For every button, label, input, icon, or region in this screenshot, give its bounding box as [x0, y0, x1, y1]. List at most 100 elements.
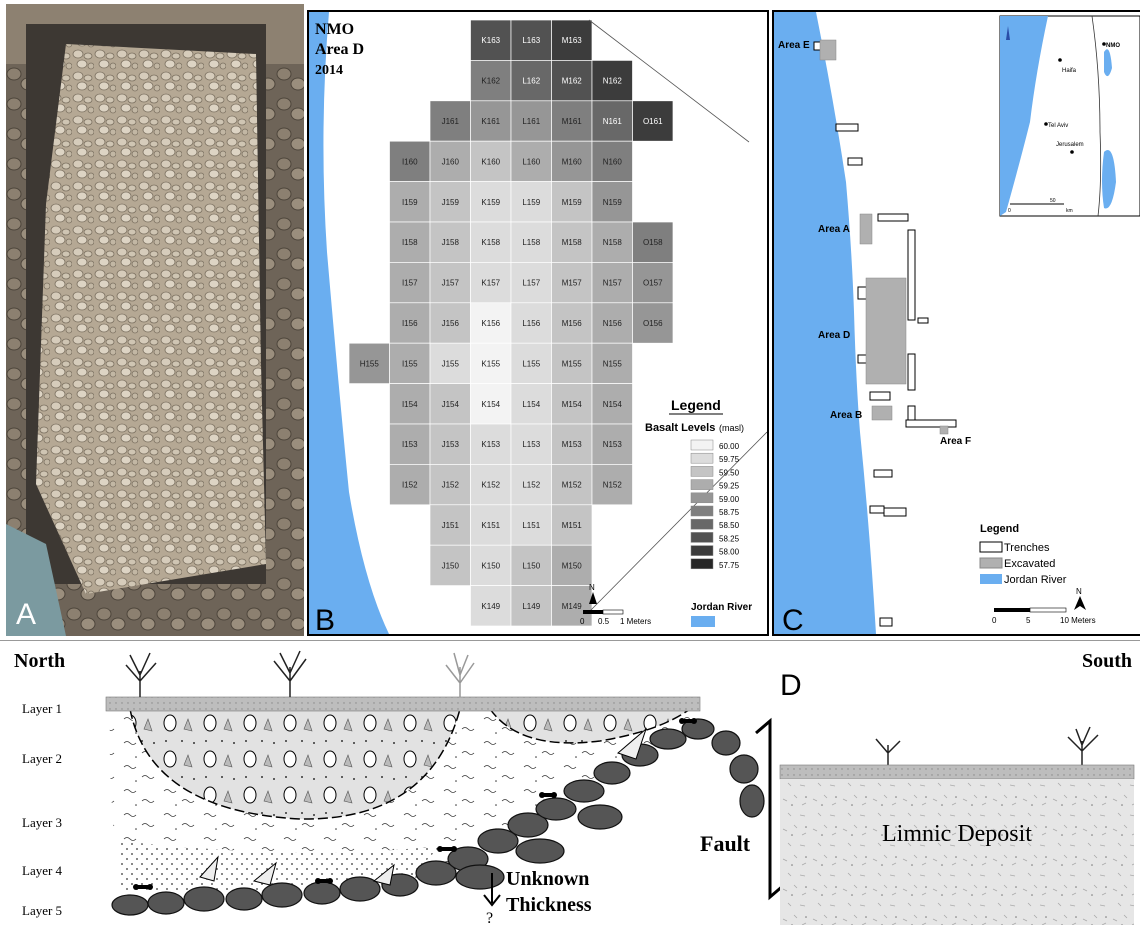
inset-north-icon [1006, 26, 1010, 40]
question-mark: ? [486, 910, 493, 926]
grid-square [389, 423, 431, 465]
grid-square-label: J151 [442, 521, 460, 530]
grid-square [429, 383, 471, 425]
grid-square [591, 60, 633, 102]
c-scale-10: 10 Meters [1060, 616, 1096, 625]
layer-3-label: Layer 3 [22, 815, 62, 830]
grid-square [348, 342, 390, 384]
basalt-level-swatch [690, 558, 714, 570]
basalt-levels-title: Basalt Levels [645, 422, 715, 434]
grid-square-label: N155 [603, 359, 623, 368]
jordan-river-shape [309, 12, 389, 634]
grid-square [591, 221, 633, 263]
grid-square-label: K153 [481, 440, 500, 449]
grid-square [429, 221, 471, 263]
grid-square-label: J157 [442, 279, 460, 288]
layer-2-label: Layer 2 [22, 751, 62, 766]
area-a-label: Area A [818, 224, 850, 235]
basalt-level-swatch [690, 545, 714, 556]
grid-square-label: L160 [522, 157, 540, 166]
basalt-level-swatch [690, 479, 714, 490]
grid-square-label: L154 [522, 400, 540, 409]
grid-map-svg: K163 L163 M163 K162 L162 M162 N162 J161 K161 L161… [309, 12, 767, 634]
layer-1-label: Layer 1 [22, 701, 62, 716]
grid-square [551, 140, 593, 182]
grid-square [429, 140, 471, 182]
grid-square [470, 181, 512, 223]
inset-scale-0: 0 [1008, 208, 1011, 214]
legend-excavated-swatch [979, 557, 1003, 569]
grid-square-label: J159 [442, 198, 460, 207]
layer-2-pit-south [488, 708, 693, 744]
inset-location-map: NMO Haifa Tel Aviv Jerusalem 0 50 km [999, 15, 1140, 217]
bone-fragments [133, 718, 697, 890]
grid-square-label: I152 [402, 481, 418, 490]
inset-scale-km: km [1066, 208, 1073, 214]
panel-b-scale-bar: 0 0.5 1 Meters N [580, 583, 651, 626]
panel-c-site-map: Area E Area A Area D Area B Area F NMO H… [772, 10, 1140, 636]
legend-river-swatch [980, 574, 1002, 584]
basalt-level-label: 58.25 [719, 534, 740, 543]
inset-haifa: Haifa [1062, 68, 1077, 74]
grid-square [470, 221, 512, 263]
grid-square [470, 342, 512, 384]
basalt-level-label: 58.50 [719, 521, 740, 530]
grid-square-label: L158 [522, 238, 540, 247]
grid-square-label: L163 [522, 36, 540, 45]
scale-tick-0: 0 [580, 617, 585, 626]
grid-square [591, 464, 633, 506]
grid-square [470, 140, 512, 182]
grid-square-label: J153 [442, 440, 460, 449]
basalt-level-label: 59.50 [719, 468, 740, 477]
grid-square-label: M155 [562, 359, 583, 368]
grid-square-label: L149 [522, 602, 540, 611]
grid-square-label: M152 [562, 481, 583, 490]
panel-b-grid-map: K163 L163 M163 K162 L162 M162 N162 J161 K161 L161… [307, 10, 769, 636]
grid-square-label: K155 [481, 359, 500, 368]
fault-label: Fault [700, 831, 751, 856]
map-title-line-1: NMO [315, 21, 354, 38]
grid-square-label: O161 [643, 117, 663, 126]
grid-square-label: L150 [522, 561, 540, 570]
grid-square-label: O156 [643, 319, 663, 328]
scale-tick-1: 0.5 [598, 617, 610, 626]
grid-square-label: O157 [643, 279, 663, 288]
grid-square-label: J150 [442, 561, 460, 570]
grid-square [389, 221, 431, 263]
grid-square-label: J161 [442, 117, 460, 126]
grid-square [429, 504, 471, 546]
limnic-deposit-body [780, 779, 1134, 925]
grid-square [510, 181, 552, 223]
basalt-levels-unit: (masl) [719, 423, 744, 433]
excavated-areas [819, 39, 949, 435]
grid-square [470, 100, 512, 142]
grid-square-label: N159 [603, 198, 623, 207]
grid-square [429, 100, 471, 142]
grid-square-label: M162 [562, 77, 583, 86]
grid-square [551, 544, 593, 586]
river-legend-label: Jordan River [691, 602, 752, 613]
panel-c-letter: C [782, 604, 804, 634]
legend-excavated-label: Excavated [1004, 558, 1055, 570]
unknown-label: Unknown [506, 868, 589, 890]
legend-trenches-swatch [979, 541, 1003, 553]
basalt-level-swatch [690, 466, 714, 477]
grid-square-label: M160 [562, 157, 583, 166]
south-side-label: South [1082, 650, 1132, 672]
basalt-level-swatches: 60.00 59.75 59.50 59.25 59.00 58.75 58.50 58.25… [690, 439, 740, 570]
flint-tools [199, 727, 648, 886]
grid-square [551, 504, 593, 546]
grid-square-label: I160 [402, 157, 418, 166]
basalt-level-label: 58.75 [719, 508, 740, 517]
grid-square [389, 464, 431, 506]
grid-square [510, 140, 552, 182]
grid-square-label: N153 [603, 440, 623, 449]
grid-square-label: K156 [481, 319, 500, 328]
map-title-line-2: Area D [315, 41, 364, 58]
grid-square [591, 140, 633, 182]
area-e-label: Area E [778, 40, 810, 51]
basalt-legend-title: Legend [671, 397, 721, 413]
grid-square [470, 464, 512, 506]
grid-square-label: L161 [522, 117, 540, 126]
grid-square-label: M158 [562, 238, 583, 247]
